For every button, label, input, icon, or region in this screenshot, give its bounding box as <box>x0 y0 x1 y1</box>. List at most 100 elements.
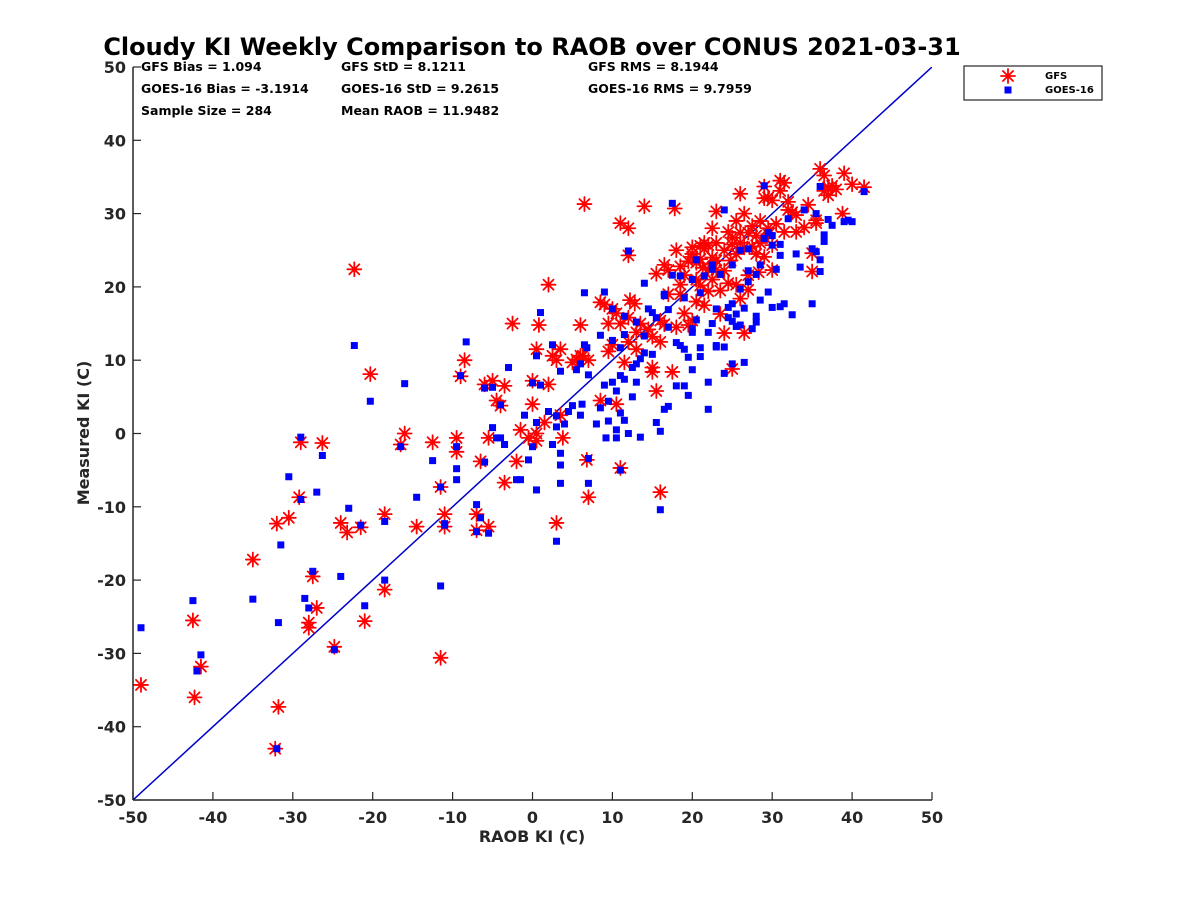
x-tick-label: 10 <box>601 808 623 827</box>
gfs-point <box>816 167 833 184</box>
x-tick-label: 20 <box>681 808 703 827</box>
chart-title: Cloudy KI Weekly Comparison to RAOB over… <box>103 33 960 61</box>
gfs-point <box>548 515 565 531</box>
gfs-point <box>692 277 709 294</box>
goes-16-point <box>441 521 449 529</box>
gfs-point <box>708 235 725 251</box>
gfs-point <box>704 220 721 237</box>
goes-16-point <box>529 379 536 387</box>
legend-gfs-asterisk <box>1000 68 1016 84</box>
gfs-point <box>600 315 617 332</box>
gfs-point <box>540 276 557 293</box>
goes-16-point <box>497 401 505 409</box>
y-tick-label: -30 <box>97 644 126 663</box>
goes-16-point <box>712 305 720 313</box>
goes-16-point <box>740 358 748 366</box>
x-axis-label: RAOB KI (C) <box>479 827 585 846</box>
goes-16-point <box>612 387 620 395</box>
goes-16-point <box>397 443 405 451</box>
gfs-point <box>356 613 373 630</box>
gfs-point <box>292 434 309 451</box>
goes-16-point <box>401 380 409 388</box>
gfs-point <box>648 383 665 399</box>
goes-16-point <box>616 466 624 474</box>
goes-16-point <box>792 250 800 258</box>
goes-16-point <box>704 328 712 336</box>
gfs-point <box>664 364 681 380</box>
gfs-point <box>708 252 725 269</box>
goes-16-point <box>740 304 748 312</box>
goes-16-point <box>776 303 784 311</box>
goes-16-point <box>457 372 465 380</box>
goes-16-point <box>612 426 620 434</box>
goes-16-point <box>624 430 632 437</box>
gfs-point <box>684 239 701 256</box>
x-tick-label: -10 <box>438 808 467 827</box>
gfs-point <box>620 220 637 237</box>
gfs-point <box>540 376 557 393</box>
gfs-point <box>314 435 331 451</box>
goes-16-point <box>752 318 760 326</box>
gfs-point <box>520 429 537 446</box>
y-tick-label: 50 <box>104 58 126 77</box>
goes-16-point <box>596 404 604 412</box>
x-tick-label: -30 <box>278 808 307 827</box>
goes-16-point <box>301 594 309 602</box>
gfs-point <box>644 364 661 380</box>
gfs-point <box>396 425 413 442</box>
gfs-point <box>776 174 793 191</box>
goes-16-point <box>273 745 281 753</box>
gfs-point <box>530 317 547 333</box>
goes-16-point <box>620 312 628 320</box>
goes-16-point <box>764 288 772 296</box>
goes-16-point <box>744 245 752 253</box>
goes-16-point <box>808 300 816 308</box>
y-tick-label: 20 <box>104 278 126 297</box>
gfs-point <box>672 258 689 275</box>
stats-block: GFS Bias = 1.094 GFS StD = 8.1211 GFS RM… <box>141 59 752 118</box>
goes-16-point <box>564 408 572 416</box>
gfs-point <box>834 205 851 222</box>
goes-16-point <box>736 285 744 293</box>
goes-16-point <box>688 328 696 336</box>
goes-16-point <box>708 320 716 328</box>
gfs-point <box>652 333 669 350</box>
goes-16-point <box>437 483 445 491</box>
goes-16-point <box>764 229 772 237</box>
gfs-point <box>744 218 761 234</box>
legend-box <box>963 65 1103 101</box>
goes-16-point <box>744 267 752 275</box>
goes-16-point <box>632 318 640 326</box>
goes-16-point <box>640 332 648 340</box>
goes-16-point <box>481 458 489 466</box>
goes-16-point <box>437 582 445 590</box>
gfs-point <box>856 179 872 196</box>
goes-16-point <box>517 476 525 484</box>
gfs-point <box>692 251 709 267</box>
gfs-point <box>688 271 705 288</box>
gfs-point <box>612 315 629 332</box>
goes-16-point <box>748 325 756 333</box>
gfs-point <box>484 372 501 389</box>
gfs-point <box>512 421 529 438</box>
goes-16-point <box>552 412 560 420</box>
gfs-point <box>744 238 761 255</box>
goes-16-point <box>592 420 600 428</box>
goes-16-point <box>664 323 672 331</box>
gfs-point <box>612 215 629 232</box>
goes-16-point <box>345 504 353 512</box>
goes-16-point <box>776 240 784 248</box>
gfs-point <box>332 515 349 531</box>
gfs-point <box>820 187 837 204</box>
gfs-point <box>608 396 625 413</box>
gfs-point <box>596 296 613 313</box>
goes-16-point <box>330 646 338 654</box>
goes-16-point <box>632 378 640 386</box>
gfs-point <box>740 281 757 298</box>
goes-16-point <box>608 336 616 344</box>
gfs-point <box>632 315 649 332</box>
goes-16-point <box>824 215 832 223</box>
goes-16-point <box>848 218 856 226</box>
goes-16-point <box>648 350 656 358</box>
